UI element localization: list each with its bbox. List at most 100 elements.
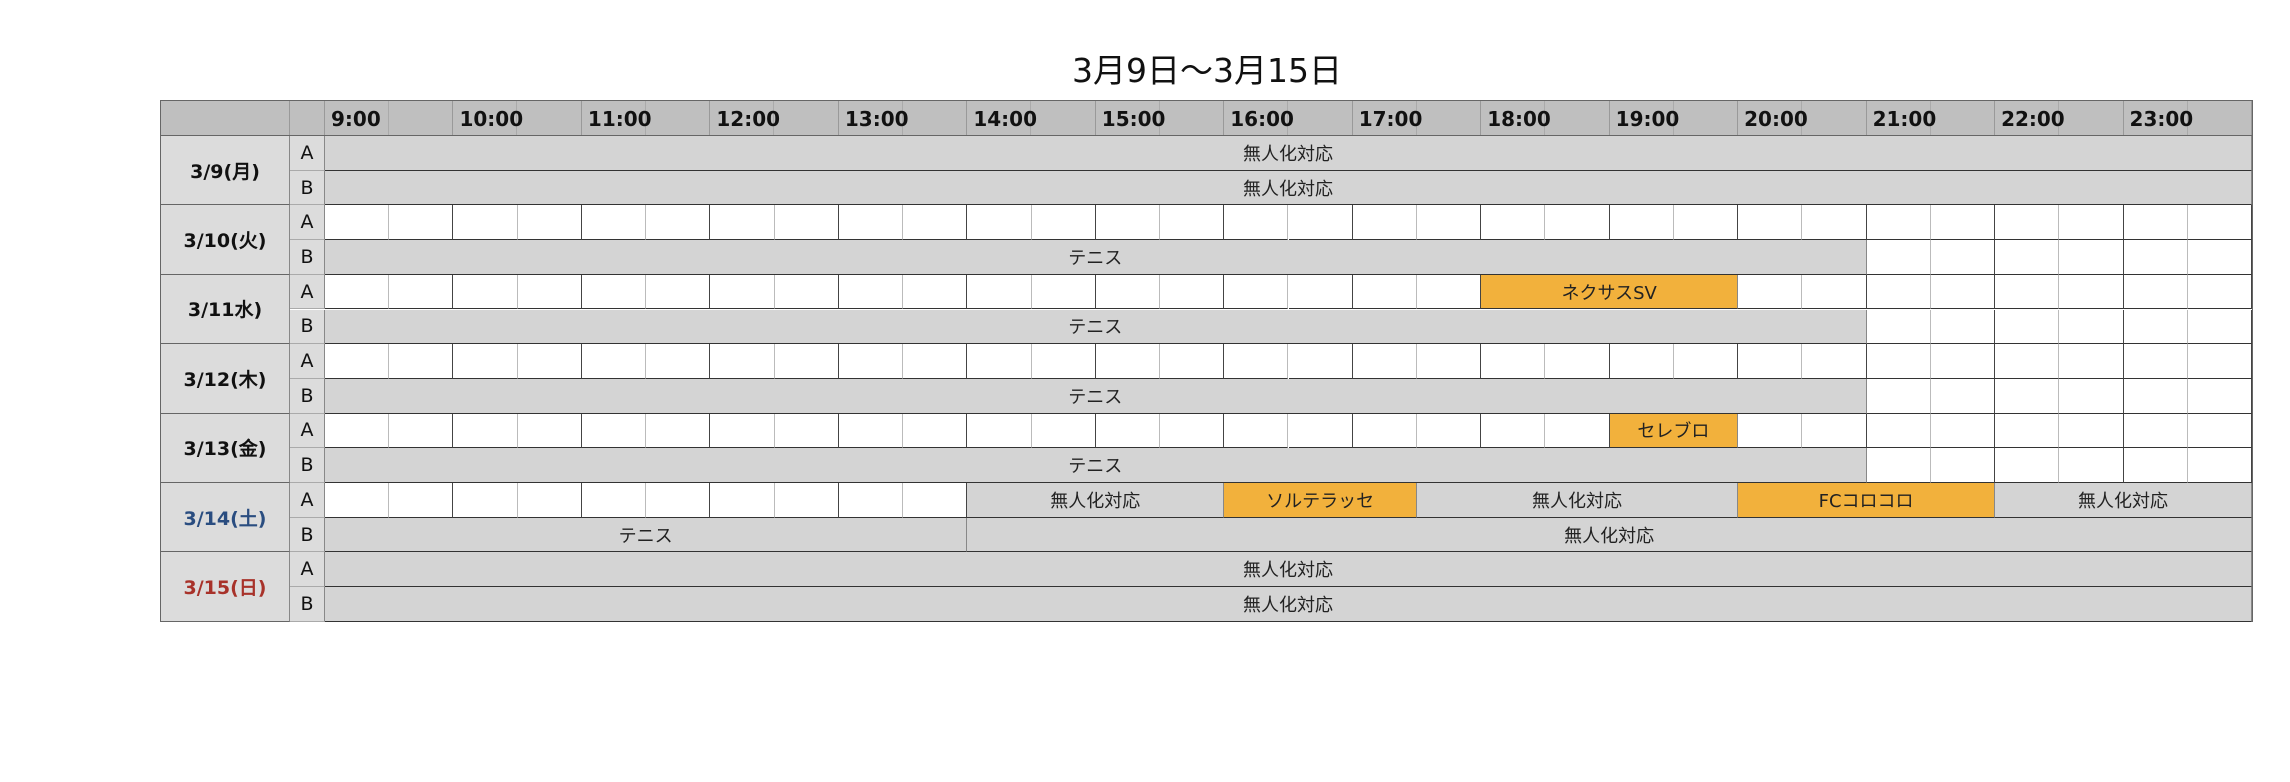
blocked-block[interactable]: 無人化対応 [967,517,2252,553]
time-slot[interactable] [903,274,968,310]
time-slot[interactable] [1930,413,1996,449]
time-slot[interactable] [389,483,454,518]
time-slot[interactable] [581,413,647,449]
time-slot[interactable] [1930,448,1996,483]
time-slot[interactable] [1738,274,1803,310]
time-slot[interactable] [1930,344,1996,379]
time-slot[interactable] [1866,240,1931,275]
time-slot[interactable] [646,274,711,310]
time-slot[interactable] [1866,413,1931,449]
time-slot[interactable] [1609,344,1674,379]
time-slot[interactable] [1802,274,1867,310]
time-slot[interactable] [646,413,711,449]
time-slot[interactable] [581,483,647,518]
time-slot[interactable] [1995,240,2060,275]
time-slot[interactable] [1288,344,1353,379]
time-slot[interactable] [581,274,647,310]
blocked-block[interactable]: 無人化対応 [1416,483,1739,518]
time-slot[interactable] [967,274,1032,310]
time-slot[interactable] [1673,205,1739,241]
time-slot[interactable] [838,413,904,449]
time-slot[interactable] [2187,309,2252,345]
time-slot[interactable] [1995,344,2060,379]
time-slot[interactable] [1738,413,1803,449]
time-slot[interactable] [1288,413,1353,449]
time-slot[interactable] [1031,274,1096,310]
time-slot[interactable] [1160,413,1225,449]
time-slot[interactable] [1031,205,1096,241]
time-slot[interactable] [2123,309,2188,345]
time-slot[interactable] [1802,205,1867,241]
time-slot[interactable] [389,413,454,449]
blocked-block[interactable]: テニス [325,309,1867,345]
time-slot[interactable] [1416,413,1482,449]
time-slot[interactable] [2059,309,2124,345]
booking-block[interactable]: セレブロ [1609,413,1739,449]
booking-block[interactable]: ソルテラッセ [1224,483,1417,518]
time-slot[interactable] [1866,274,1931,310]
time-slot[interactable] [1481,413,1546,449]
time-slot[interactable] [2123,240,2188,275]
time-slot[interactable] [774,205,839,241]
time-slot[interactable] [774,483,839,518]
time-slot[interactable] [1930,205,1996,241]
time-slot[interactable] [453,413,518,449]
time-slot[interactable] [325,205,390,241]
blocked-block[interactable]: テニス [325,240,1867,275]
time-slot[interactable] [1095,344,1161,379]
time-slot[interactable] [325,274,390,310]
blocked-block[interactable]: テニス [325,448,1867,483]
time-slot[interactable] [1995,448,2060,483]
time-slot[interactable] [646,205,711,241]
time-slot[interactable] [838,483,904,518]
time-slot[interactable] [646,483,711,518]
time-slot[interactable] [1802,344,1867,379]
blocked-block[interactable]: 無人化対応 [325,170,2252,206]
time-slot[interactable] [710,483,775,518]
time-slot[interactable] [1866,378,1931,414]
time-slot[interactable] [1866,448,1931,483]
time-slot[interactable] [1095,413,1161,449]
time-slot[interactable] [774,413,839,449]
time-slot[interactable] [1673,344,1739,379]
time-slot[interactable] [389,274,454,310]
time-slot[interactable] [1416,344,1482,379]
time-slot[interactable] [453,205,518,241]
time-slot[interactable] [838,205,904,241]
time-slot[interactable] [2123,205,2188,241]
time-slot[interactable] [453,344,518,379]
time-slot[interactable] [2187,378,2252,414]
time-slot[interactable] [1866,309,1931,345]
time-slot[interactable] [453,274,518,310]
time-slot[interactable] [1802,413,1867,449]
time-slot[interactable] [967,344,1032,379]
time-slot[interactable] [2123,448,2188,483]
time-slot[interactable] [1095,274,1161,310]
time-slot[interactable] [2187,274,2252,310]
time-slot[interactable] [1545,205,1610,241]
time-slot[interactable] [1995,274,2060,310]
time-slot[interactable] [903,413,968,449]
time-slot[interactable] [1609,205,1674,241]
time-slot[interactable] [325,483,390,518]
time-slot[interactable] [325,344,390,379]
time-slot[interactable] [1930,240,1996,275]
blocked-block[interactable]: テニス [325,517,968,553]
time-slot[interactable] [1738,205,1803,241]
time-slot[interactable] [1224,205,1289,241]
time-slot[interactable] [710,344,775,379]
time-slot[interactable] [1545,344,1610,379]
time-slot[interactable] [1930,378,1996,414]
time-slot[interactable] [1481,344,1546,379]
time-slot[interactable] [1866,344,1931,379]
time-slot[interactable] [2187,413,2252,449]
blocked-block[interactable]: 無人化対応 [1995,483,2252,518]
time-slot[interactable] [2059,274,2124,310]
time-slot[interactable] [1031,413,1096,449]
time-slot[interactable] [1352,274,1417,310]
time-slot[interactable] [2123,413,2188,449]
time-slot[interactable] [1416,274,1482,310]
blocked-block[interactable]: テニス [325,378,1867,414]
time-slot[interactable] [1288,205,1353,241]
blocked-block[interactable]: 無人化対応 [325,587,2252,622]
